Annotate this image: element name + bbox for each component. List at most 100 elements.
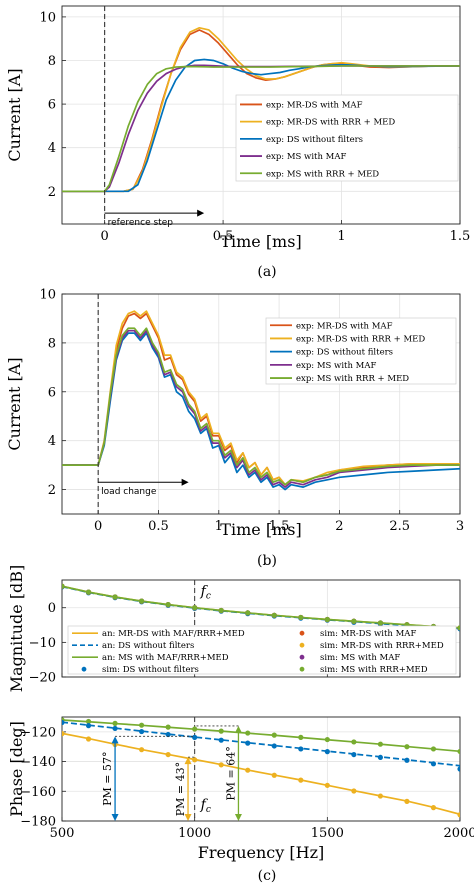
x-tick-label: 2.5 <box>389 519 410 534</box>
data-point <box>377 754 383 761</box>
series-group <box>62 26 460 193</box>
legend-entry: exp: MR-DS with RRR + MED <box>296 334 425 344</box>
y-tick-label: −180 <box>20 815 56 830</box>
legend-swatch <box>81 666 87 672</box>
x-tick-label: 1 <box>215 519 223 534</box>
x-axis-label: Time [ms] <box>220 232 301 251</box>
legend-entry: sim: MS with MAF <box>320 653 400 663</box>
panel-caption: (b) <box>257 553 277 569</box>
x-tick-label: 0 <box>94 519 102 534</box>
axes-frame <box>61 5 461 225</box>
y-tick-label: −140 <box>20 755 56 770</box>
data-point <box>139 728 145 735</box>
y-tick-label: 10 <box>39 10 56 25</box>
legend-entry: exp: MR-DS with RRR + MED <box>266 118 395 128</box>
panel-c-magnitude: −20 −10 0 Magnitude [dB] fc an: MR-DS with MA… <box>7 565 461 693</box>
series-sim-ds-without-filters <box>62 719 460 772</box>
y-tick-label: −10 <box>29 636 56 651</box>
data-point <box>165 601 171 608</box>
y-tick-label: 4 <box>48 434 56 449</box>
legend-entry: exp: DS without filters <box>296 348 393 358</box>
x-tick-label: 1 <box>337 229 345 244</box>
data-point <box>245 730 251 736</box>
series-an-ds-without-filters-line <box>62 721 460 767</box>
x-tick-label: 0.5 <box>148 519 169 534</box>
panel-caption: (c) <box>258 868 277 884</box>
y-axis-label: Magnitude [dB] <box>7 565 26 693</box>
series-an-ms-with-maf-rrr-med-line <box>62 719 460 753</box>
y-tick-label: 8 <box>48 336 56 351</box>
data-point <box>85 723 92 729</box>
x-tick-label: 1.5 <box>269 519 290 534</box>
series-an-ms-with-maf-rrr-med-line <box>62 585 460 629</box>
data-point <box>324 782 330 788</box>
series-exp-ms-with-rrr-med-line <box>62 65 460 193</box>
data-point <box>271 732 277 738</box>
crossover-frequency-label: fc <box>200 797 211 815</box>
axes-frame <box>61 716 461 822</box>
x-tick-label: 3 <box>456 519 464 534</box>
crossover-frequency-label: fc <box>200 584 211 602</box>
series-sim-ms-with-maf <box>62 583 460 631</box>
pm-arrowhead-bottom <box>184 814 192 821</box>
legend-box <box>67 625 457 675</box>
data-point <box>324 749 330 755</box>
legend-box <box>265 317 457 385</box>
data-point <box>139 747 145 753</box>
data-point <box>62 719 65 726</box>
y-tick-label: 0 <box>48 601 56 616</box>
legend-entry: exp: MR-DS with MAF <box>266 100 363 110</box>
data-point <box>139 598 145 604</box>
pm-label: PM = 57° <box>101 751 114 805</box>
legend-entry: sim: DS without filters <box>102 665 199 675</box>
legend-entry: an: MS with MAF/RRR+MED <box>102 653 229 663</box>
data-point <box>112 725 118 732</box>
y-tick-label: 4 <box>48 141 56 156</box>
data-point <box>218 762 224 768</box>
data-point <box>351 618 357 624</box>
legend-swatch <box>299 666 305 672</box>
legend-entry: sim: MS with RRR+MED <box>320 665 428 675</box>
data-point <box>430 746 437 752</box>
legend-swatch <box>299 654 305 660</box>
data-point <box>404 744 410 750</box>
data-point <box>192 726 198 732</box>
x-tick-label: 2 <box>335 519 343 534</box>
y-tick-label: 6 <box>48 385 56 400</box>
x-tick-label: 0.5 <box>213 229 234 244</box>
data-point <box>324 736 330 743</box>
legend-entry: an: DS without filters <box>102 641 194 651</box>
x-tick-label: 2000 <box>443 826 474 841</box>
legend-entry: exp: DS without filters <box>266 135 363 145</box>
x-tick-label: 0 <box>101 229 109 244</box>
series-exp-ds-without-filters-line <box>62 332 460 491</box>
data-point <box>324 616 330 623</box>
data-point <box>192 605 198 611</box>
data-point <box>404 757 410 763</box>
legend: exp: MR-DS with MAF exp: MR-DS with RRR +… <box>265 317 457 385</box>
x-axis-label: Time [ms] <box>220 520 301 539</box>
y-axis-label: Current [A] <box>5 68 24 161</box>
data-point <box>298 777 304 783</box>
data-point <box>430 805 437 811</box>
step-arrowhead <box>197 209 205 217</box>
axes-frame <box>61 293 461 515</box>
y-axis-label: Current [A] <box>5 357 24 450</box>
data-point <box>351 739 357 745</box>
data-point <box>377 741 383 747</box>
data-point <box>298 734 304 740</box>
pm-arrowhead-top <box>184 757 192 765</box>
series-sim-ms-with-rrr-med <box>62 717 460 755</box>
x-tick-label: 1000 <box>178 826 211 841</box>
y-tick-label: 8 <box>48 54 56 69</box>
series-sim-mr-ds-with-maf <box>62 583 460 631</box>
data-point <box>377 620 383 626</box>
data-point <box>218 737 224 743</box>
legend-entry: sim: MR-DS with RRR+MED <box>320 641 444 651</box>
y-tick-label: 2 <box>48 185 56 200</box>
y-tick-label: 10 <box>39 288 56 303</box>
data-point <box>85 589 92 595</box>
legend-entry: exp: MS with MAF <box>266 152 346 162</box>
data-point <box>457 748 460 755</box>
